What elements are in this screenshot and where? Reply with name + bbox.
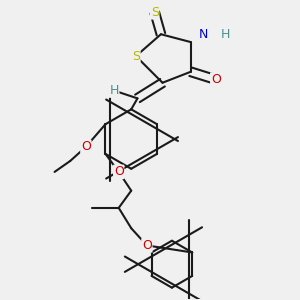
Text: H: H <box>109 84 119 97</box>
Text: S: S <box>132 50 140 63</box>
Text: O: O <box>114 165 124 178</box>
Text: N: N <box>199 28 208 41</box>
Text: S: S <box>151 6 159 19</box>
Text: O: O <box>211 73 220 86</box>
Text: H: H <box>220 28 230 41</box>
Text: O: O <box>81 140 91 153</box>
Text: O: O <box>142 239 152 252</box>
